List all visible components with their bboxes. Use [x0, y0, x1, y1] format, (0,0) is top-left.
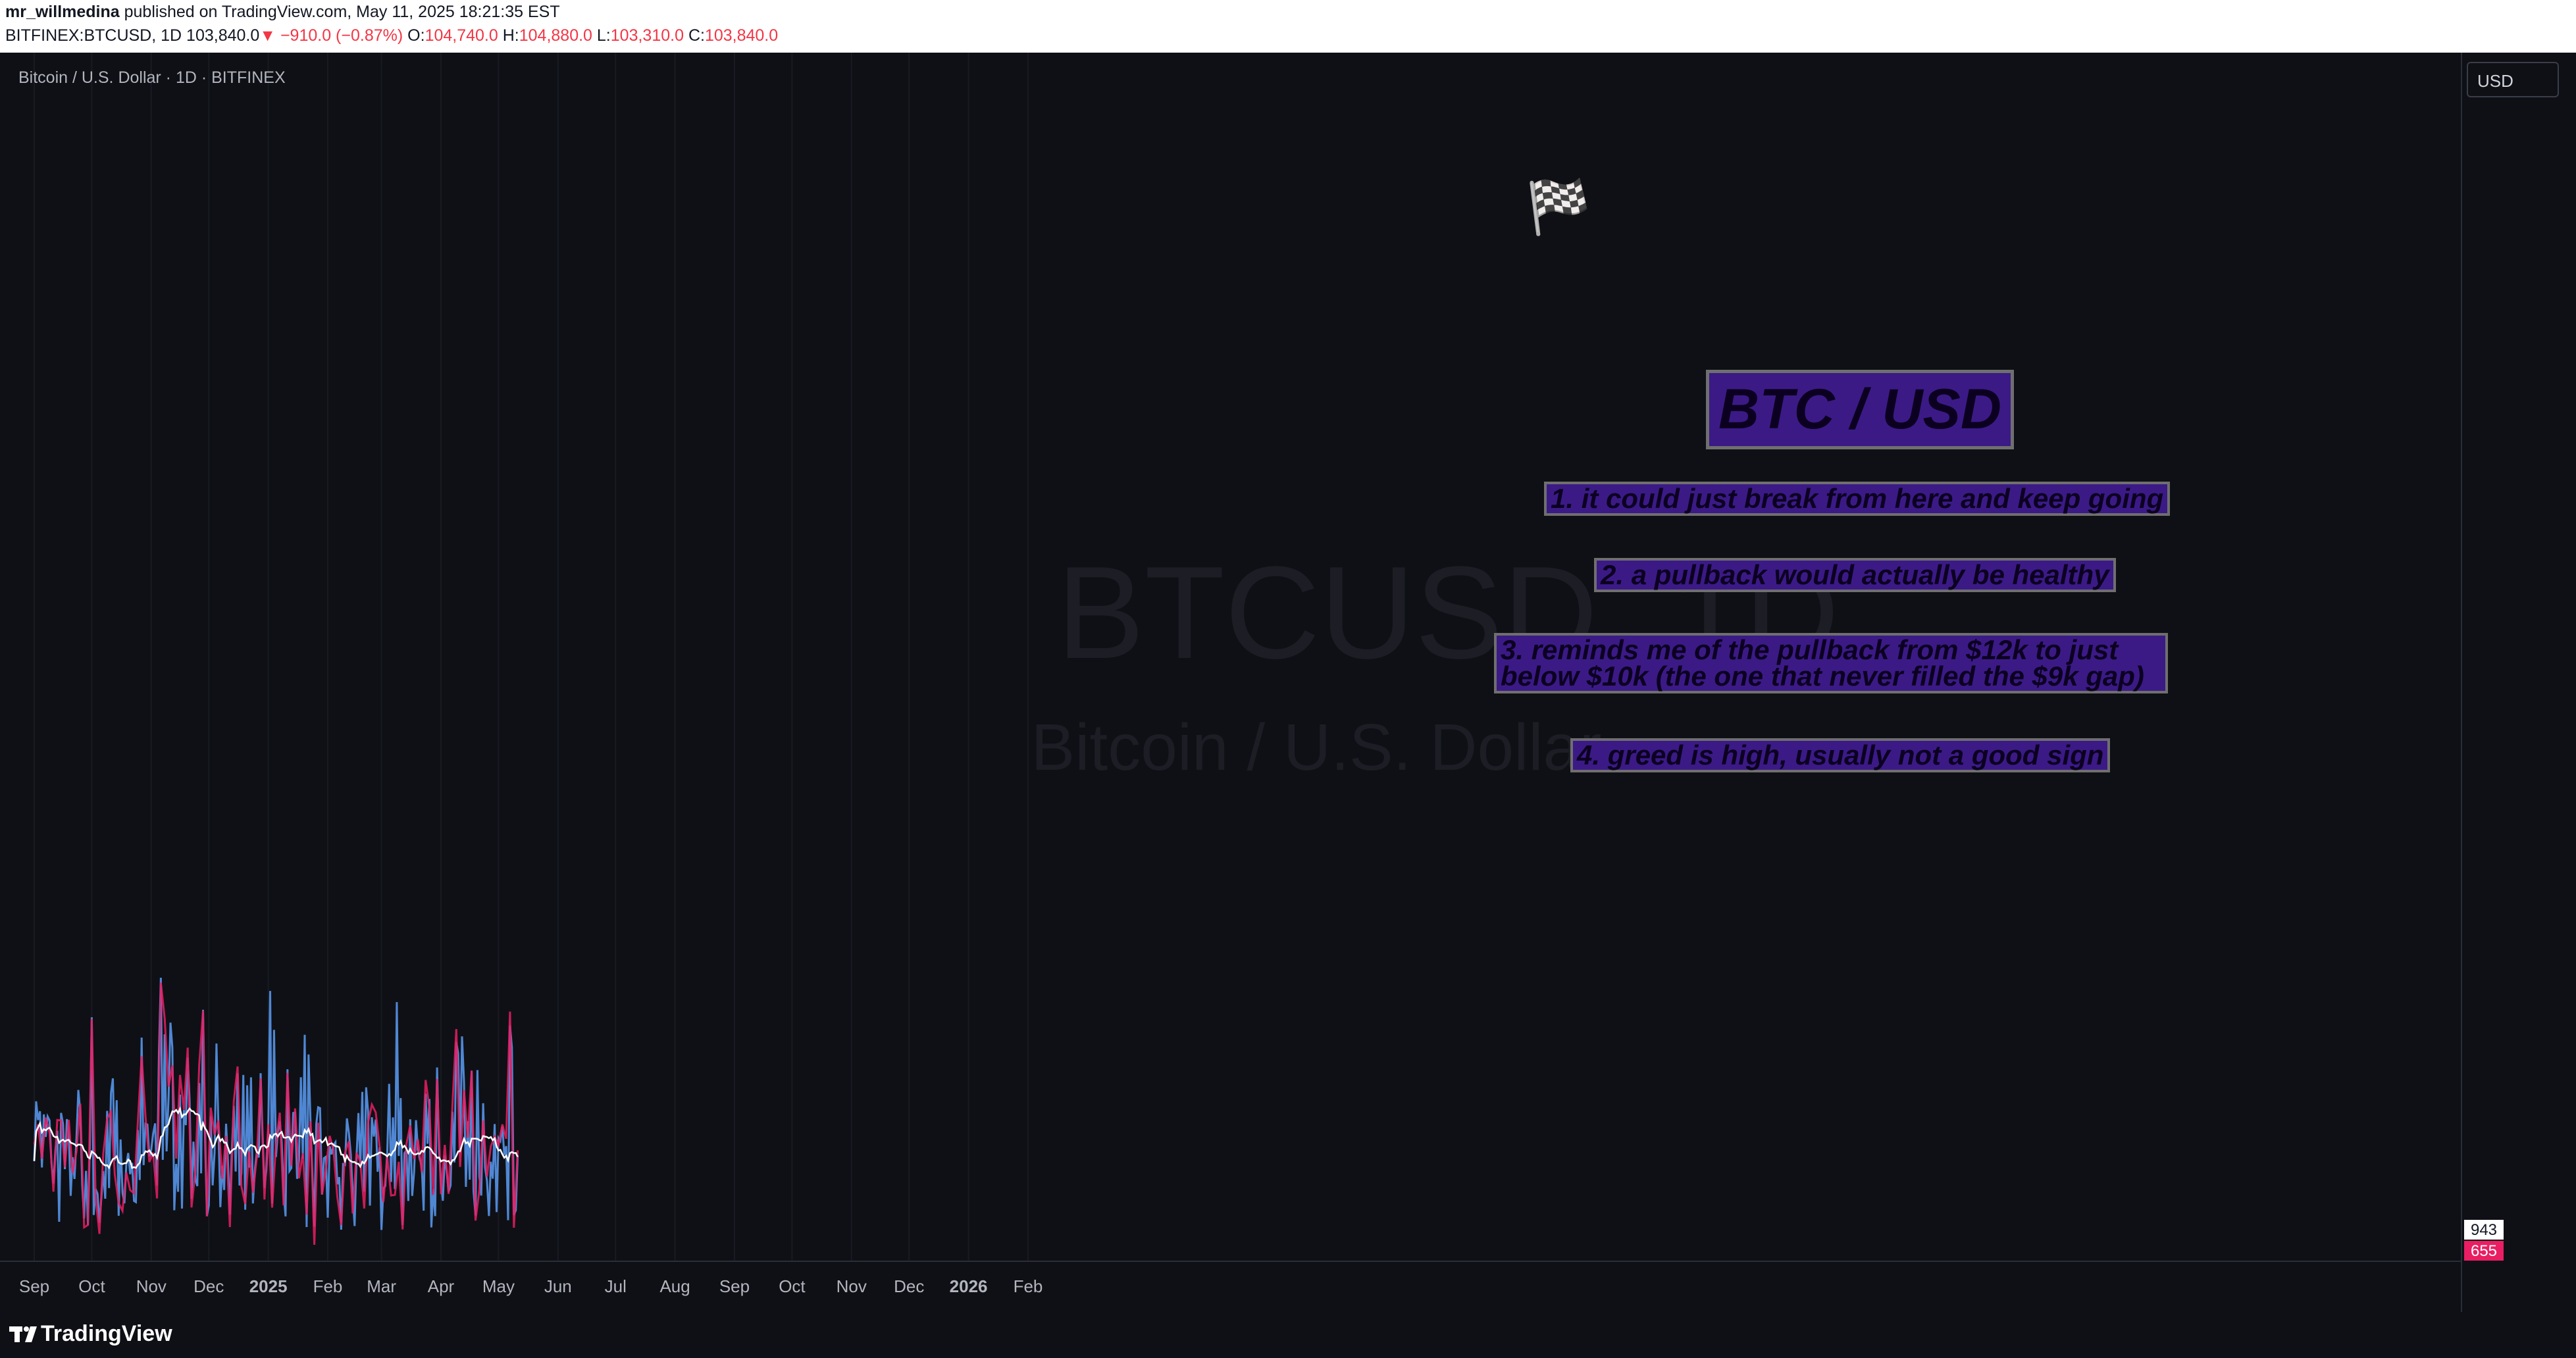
x-tick-label: Nov	[136, 1276, 167, 1296]
x-tick-label: Oct	[779, 1276, 806, 1296]
x-tick-label: Feb	[1014, 1276, 1043, 1296]
x-tick-label: Feb	[313, 1276, 343, 1296]
x-tick-label: Mar	[367, 1276, 396, 1296]
brand-name[interactable]: TradingView	[41, 1321, 172, 1346]
currency-selector[interactable]: USD	[2467, 62, 2559, 97]
x-tick-label: Jul	[605, 1276, 627, 1296]
x-tick-label: Oct	[78, 1276, 105, 1296]
volume-sma-line	[33, 1106, 519, 1170]
note-4[interactable]: 4. greed is high, usually not a good sig…	[1570, 738, 2111, 772]
volume-value-label: 655	[2471, 1242, 2497, 1260]
open-value: 104,740.0	[425, 26, 498, 45]
note-2[interactable]: 2. a pullback would actually be healthy	[1594, 558, 2116, 592]
x-tick-label: 2025	[249, 1276, 288, 1296]
scale-labels: 103,840.038:27943655	[2464, 1220, 2504, 1261]
author-name[interactable]: mr_willmedina	[5, 3, 120, 21]
volume-pane	[33, 977, 519, 1245]
title-note[interactable]: BTC / USD	[1706, 370, 2014, 449]
note-1[interactable]: 1. it could just break from here and kee…	[1544, 482, 2171, 516]
price-change: ▼ −910.0 (−0.87%)	[259, 26, 403, 45]
x-tick-label: Sep	[19, 1276, 49, 1296]
publication-header: mr_willmedina published on TradingView.c…	[0, 0, 2576, 53]
last-price: 103,840.0	[186, 26, 260, 45]
symbol-label[interactable]: BITFINEX:BTCUSD, 1D	[5, 26, 182, 45]
volume-value-tag	[2464, 1241, 2504, 1261]
note-3[interactable]: 3. reminds me of the pullback from $12k …	[1494, 633, 2168, 693]
x-tick-label: Sep	[719, 1276, 750, 1296]
price-chart[interactable]: BTCUSD, 1D Bitcoin / U.S. Dollar Bitcoin…	[0, 53, 2576, 1312]
x-tick-label: Aug	[659, 1276, 690, 1296]
x-tick-label: May	[482, 1276, 515, 1296]
x-tick-label: Nov	[837, 1276, 867, 1296]
publisher-line: mr_willmedina published on TradingView.c…	[5, 3, 560, 22]
volume-value-tag	[2464, 1220, 2504, 1240]
footer-bar: TradingView	[0, 1312, 2576, 1358]
published-info: published on TradingView.com, May 11, 20…	[124, 3, 560, 21]
volume-line-down	[33, 982, 519, 1245]
open-label: O:	[407, 26, 425, 45]
volume-value-label: 943	[2471, 1221, 2497, 1239]
x-tick-label: Dec	[193, 1276, 224, 1296]
ohlc-line: BITFINEX:BTCUSD, 1D 103,840.0▼ −910.0 (−…	[5, 26, 778, 45]
tradingview-logo-icon	[9, 1326, 37, 1342]
watermark-description: Bitcoin / U.S. Dollar	[1031, 711, 1602, 784]
close-value: 103,840.0	[704, 26, 779, 45]
chart-legend-title: Bitcoin / U.S. Dollar · 1D · BITFINEX	[18, 68, 286, 87]
checkered-flag-icon: 🏁	[1526, 177, 1591, 237]
high-label: H:	[502, 26, 519, 45]
time-scale[interactable]: Sep Oct Nov Dec 2025 Feb Mar Apr May Jun Jul Aug Sep…	[19, 1276, 1043, 1296]
x-tick-label: Jun	[544, 1276, 572, 1296]
low-label: L:	[596, 26, 611, 45]
x-tick-label: Dec	[894, 1276, 924, 1296]
low-value: 103,310.0	[610, 26, 684, 45]
close-label: C:	[688, 26, 705, 45]
x-tick-label: Apr	[428, 1276, 455, 1296]
high-value: 104,880.0	[519, 26, 592, 45]
x-tick-label: 2026	[950, 1276, 988, 1296]
